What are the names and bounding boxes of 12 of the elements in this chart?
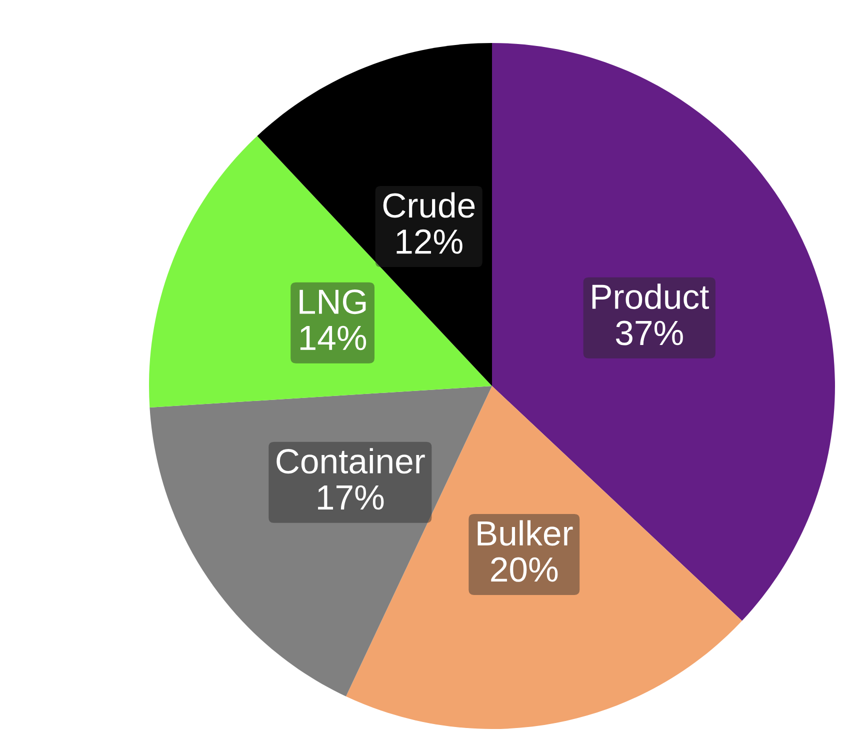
slice-label: Product: [592, 284, 709, 310]
pie-slice: [257, 43, 492, 386]
data-label: 14%: [300, 326, 366, 350]
data-label: 20%: [491, 557, 558, 582]
data-label: 17%: [318, 485, 384, 510]
slice-label: Crude: [383, 192, 475, 218]
slice-label: Bulker: [478, 520, 573, 546]
slice-label: LNG: [300, 290, 366, 314]
pie-slice: [149, 136, 492, 408]
slice-label: Container: [276, 448, 425, 474]
data-label: 12%: [396, 229, 462, 254]
data-label: 37%: [616, 320, 683, 346]
